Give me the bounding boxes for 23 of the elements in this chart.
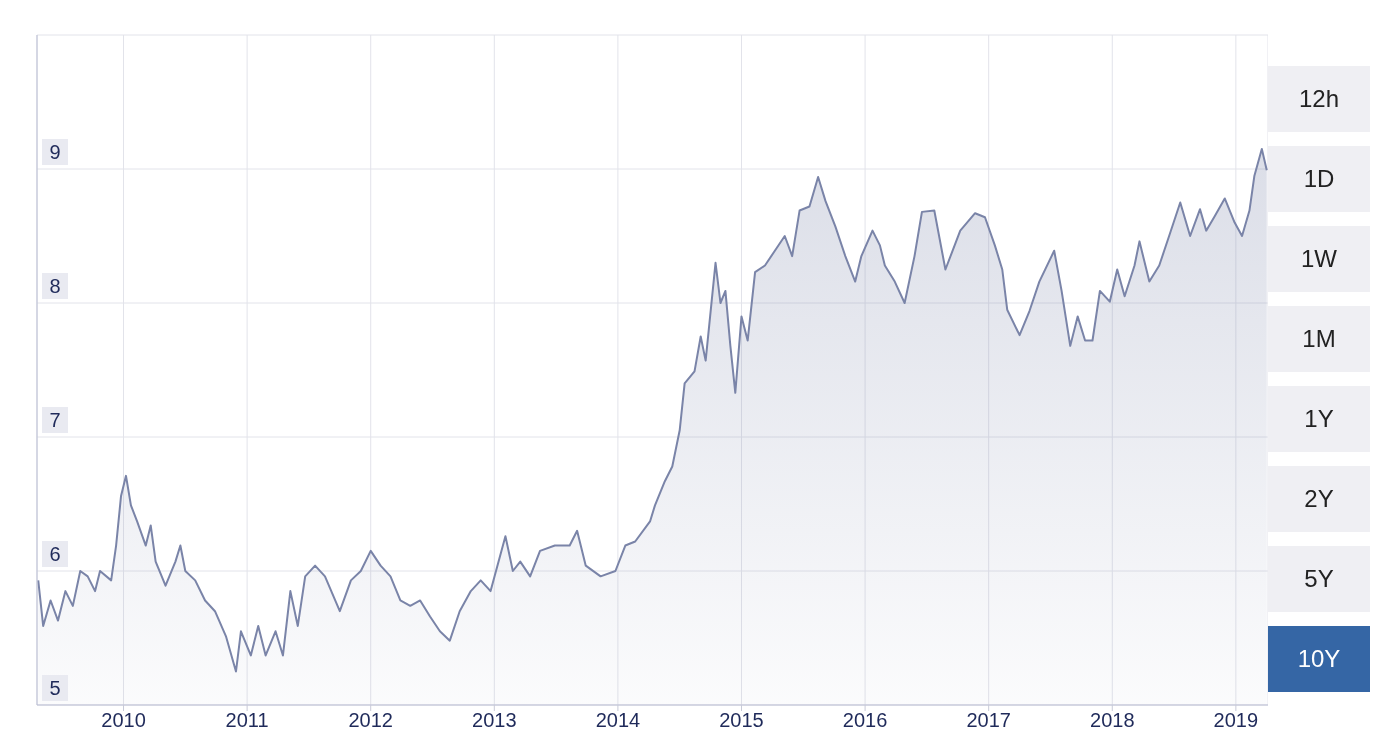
time-range-button[interactable]: 5Y [1268, 546, 1370, 612]
time-range-button[interactable]: 1W [1268, 226, 1370, 292]
y-tick-label: 8 [49, 275, 61, 297]
x-tick-label: 2015 [719, 709, 764, 732]
x-tick-label: 2017 [966, 709, 1011, 732]
time-range-button[interactable]: 1D [1268, 146, 1370, 212]
x-tick-label: 2018 [1090, 709, 1135, 732]
x-tick-label: 2019 [1213, 709, 1259, 732]
time-range-button[interactable]: 2Y [1268, 466, 1370, 532]
time-range-button[interactable]: 1M [1268, 306, 1370, 372]
time-range-button[interactable]: 10Y [1268, 626, 1370, 692]
y-tick-label: 7 [49, 409, 61, 431]
y-tick-label: 9 [49, 141, 61, 163]
y-tick-label: 6 [49, 543, 61, 565]
x-tick-label: 2016 [842, 709, 888, 732]
x-tick-label: 2011 [225, 709, 269, 732]
x-tick-label: 2014 [595, 709, 641, 732]
x-tick-label: 2010 [101, 709, 146, 732]
y-tick-label: 5 [49, 677, 61, 699]
x-tick-label: 2013 [472, 709, 517, 732]
time-range-button[interactable]: 12h [1268, 66, 1370, 132]
x-tick-label: 2012 [348, 709, 393, 732]
time-range-button[interactable]: 1Y [1268, 386, 1370, 452]
